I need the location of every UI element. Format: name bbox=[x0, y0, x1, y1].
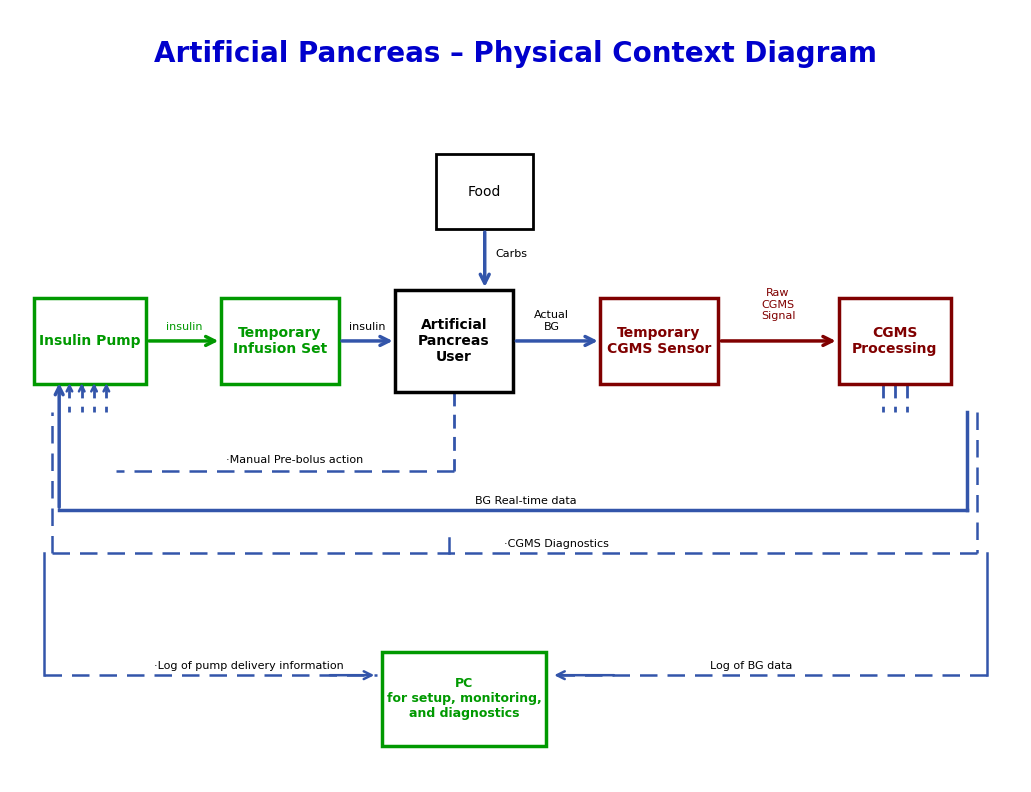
Text: insulin: insulin bbox=[166, 322, 202, 332]
Text: BG Real-time data: BG Real-time data bbox=[475, 496, 576, 506]
Text: Artificial Pancreas – Physical Context Diagram: Artificial Pancreas – Physical Context D… bbox=[154, 40, 877, 68]
Bar bbox=[395, 290, 513, 392]
Bar bbox=[383, 652, 546, 746]
Text: Carbs: Carbs bbox=[495, 249, 527, 260]
Text: Artificial
Pancreas
User: Artificial Pancreas User bbox=[419, 318, 490, 364]
Bar bbox=[221, 298, 338, 384]
Bar bbox=[436, 154, 533, 229]
Text: ·CGMS Diagnostics: ·CGMS Diagnostics bbox=[504, 539, 609, 550]
Text: Temporary
CGMS Sensor: Temporary CGMS Sensor bbox=[607, 326, 711, 356]
Text: ·Manual Pre-bolus action: ·Manual Pre-bolus action bbox=[227, 455, 364, 465]
Text: ·Log of pump delivery information: ·Log of pump delivery information bbox=[154, 661, 343, 672]
Text: Log of BG data: Log of BG data bbox=[710, 661, 793, 672]
Text: Temporary
Infusion Set: Temporary Infusion Set bbox=[233, 326, 327, 356]
Text: CGMS
Processing: CGMS Processing bbox=[853, 326, 937, 356]
Text: Insulin Pump: Insulin Pump bbox=[39, 334, 140, 348]
Text: Raw
CGMS
Signal: Raw CGMS Signal bbox=[761, 288, 795, 322]
Text: PC
for setup, monitoring,
and diagnostics: PC for setup, monitoring, and diagnostic… bbox=[387, 677, 541, 720]
Text: Food: Food bbox=[468, 185, 501, 199]
Bar bbox=[838, 298, 952, 384]
Bar bbox=[600, 298, 718, 384]
Text: Actual
BG: Actual BG bbox=[534, 310, 569, 332]
Bar bbox=[34, 298, 146, 384]
Text: insulin: insulin bbox=[348, 322, 385, 332]
